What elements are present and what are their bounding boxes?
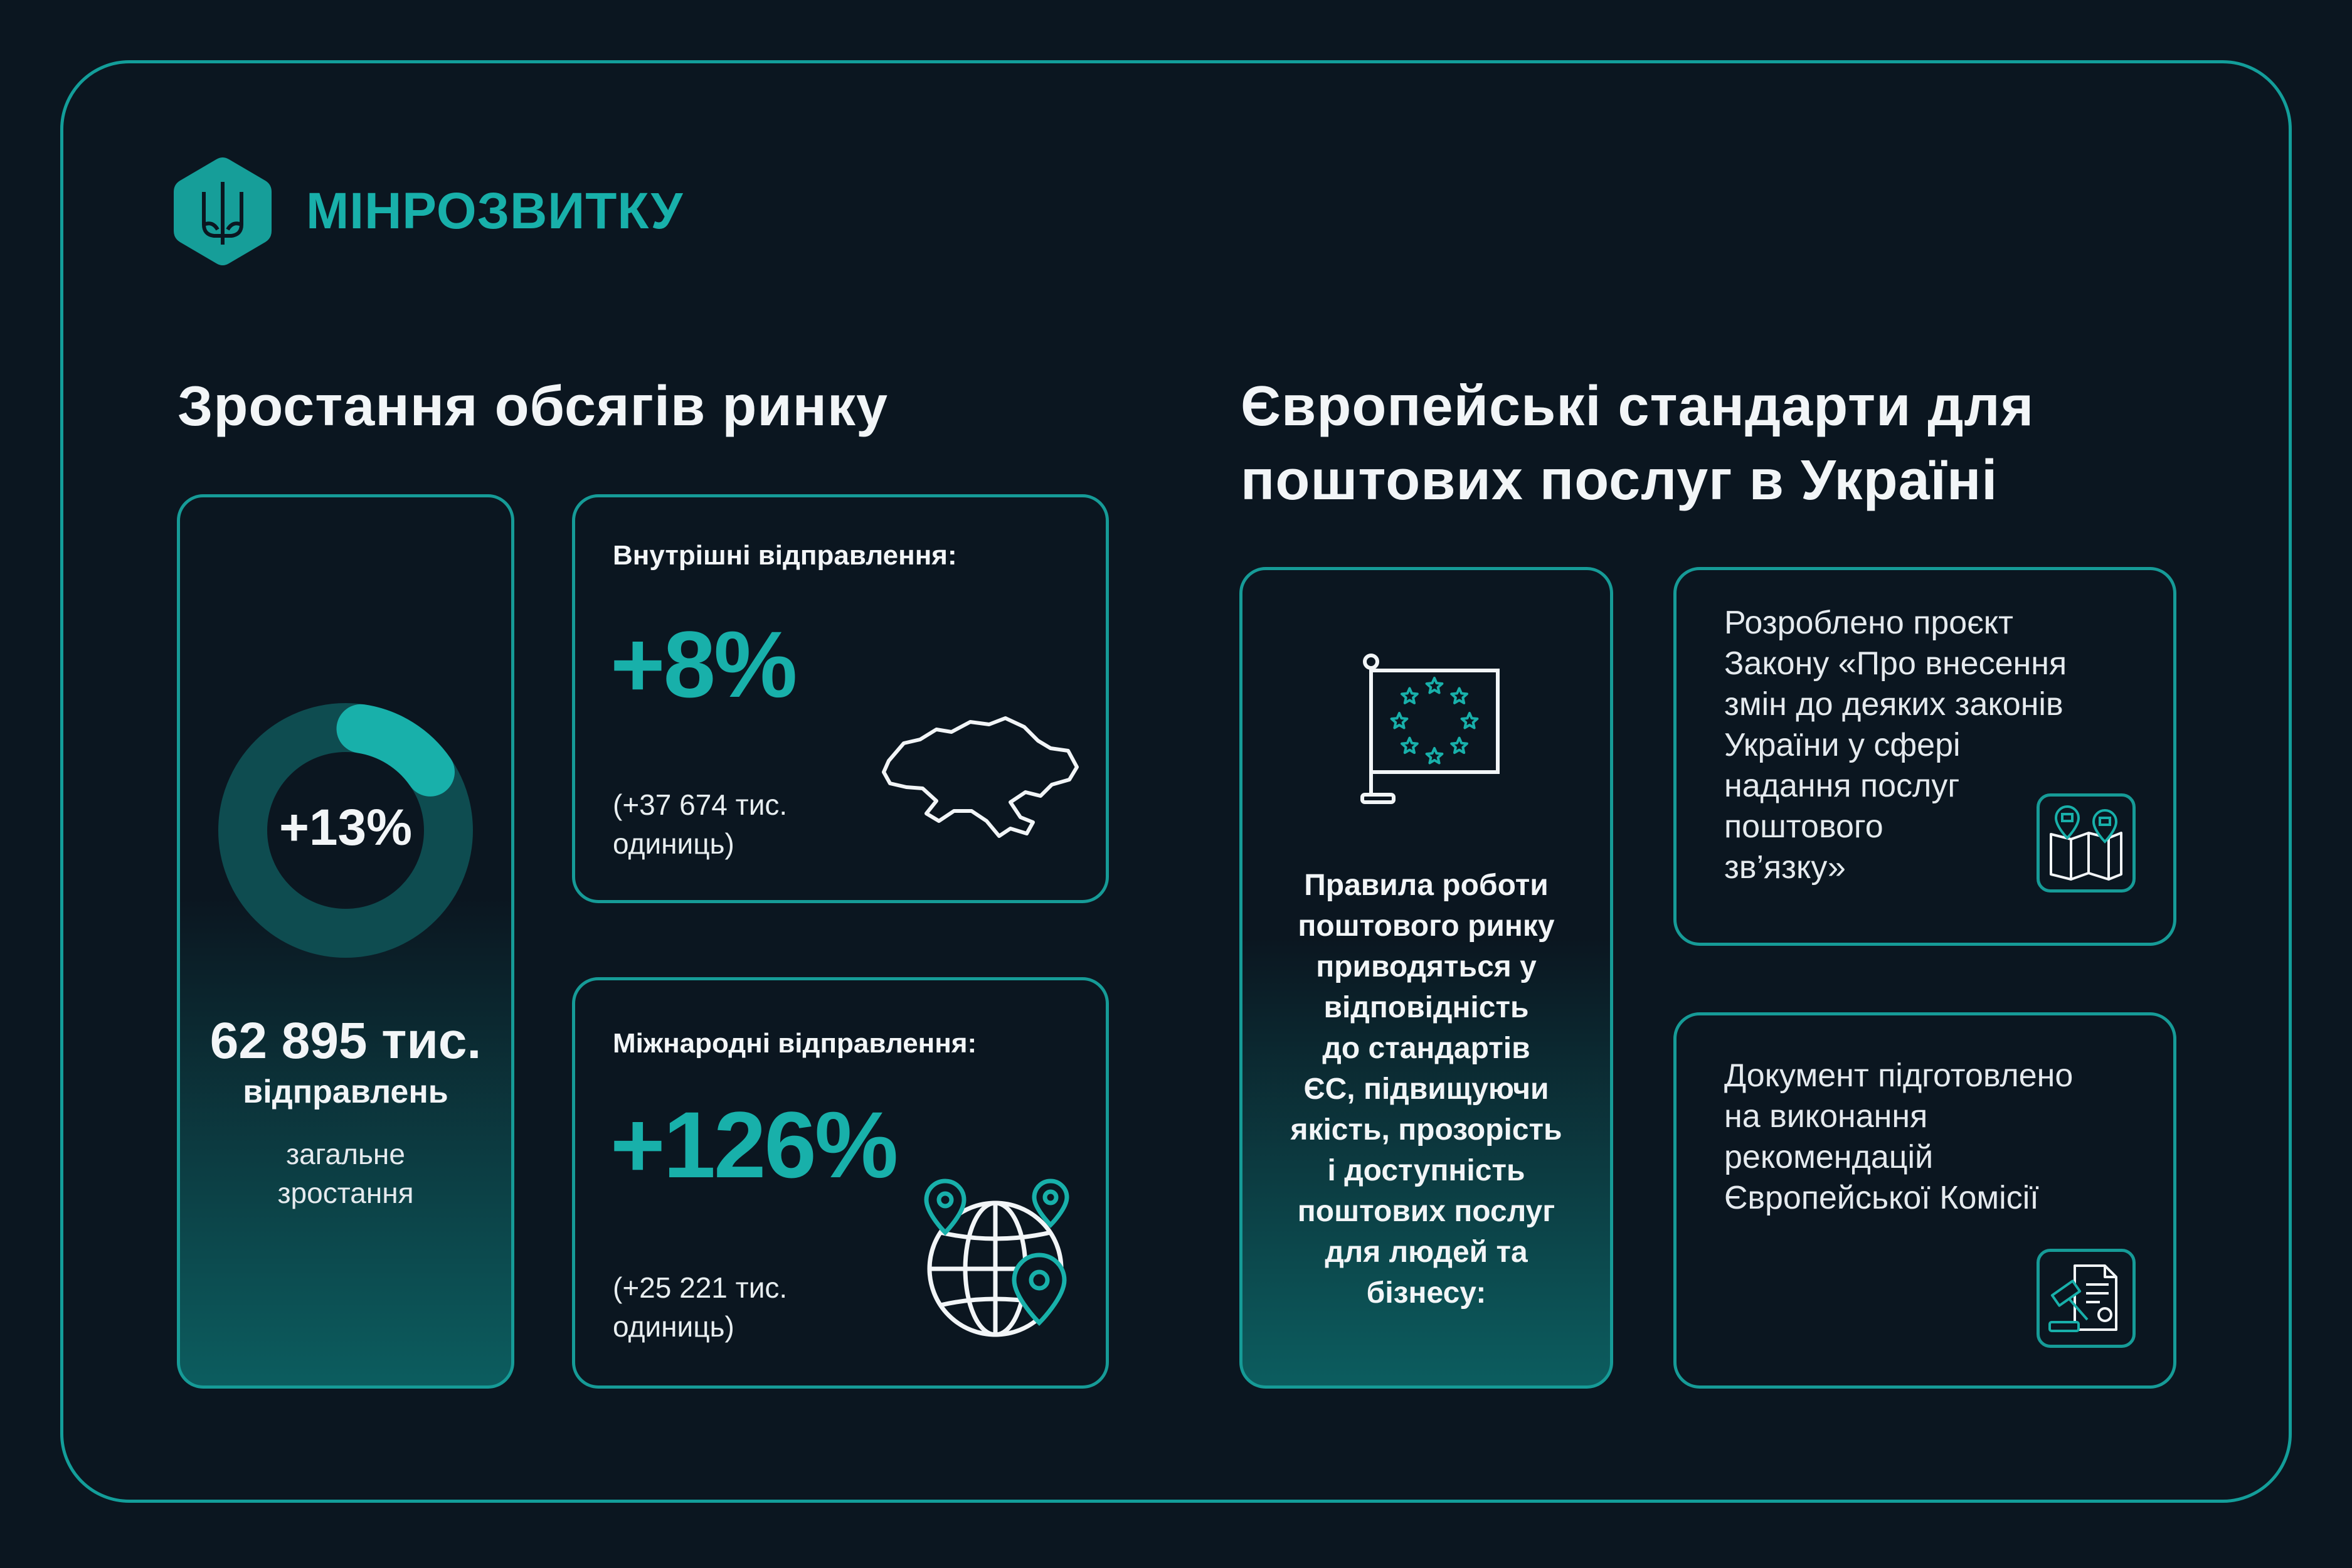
eu-star-5 bbox=[1425, 747, 1444, 765]
total-unit: відправлень bbox=[243, 1074, 448, 1110]
globe-pins-icon bbox=[924, 1179, 1069, 1337]
domestic-detail-line-2: одиниць) bbox=[613, 827, 734, 860]
international-percent: +126% bbox=[610, 1092, 898, 1197]
international-detail-line-1: (+25 221 тис. bbox=[613, 1271, 788, 1304]
eu-rules-line-7: якість, прозорість bbox=[1290, 1113, 1562, 1147]
eu-stars-group bbox=[1390, 677, 1479, 765]
draft-law-text: Розроблено проєкт Закону «Про внесення змі… bbox=[1724, 603, 2067, 888]
map-mail-icon-box bbox=[2037, 793, 2136, 893]
eu-star-7 bbox=[1390, 712, 1409, 729]
domestic-shipments-card: Внутрішні відправлення: +8% (+37 674 тис… bbox=[572, 494, 1109, 903]
infographic-frame bbox=[60, 60, 2292, 1503]
eu-star-4 bbox=[1450, 736, 1468, 755]
eu-rules-line-9: поштових послуг bbox=[1297, 1195, 1555, 1228]
eu-star-1 bbox=[1425, 677, 1444, 694]
international-shipments-card: Міжнародні відправлення: +126% (+25 221 … bbox=[572, 977, 1109, 1389]
ec-recommendations-line-3: рекомендацій bbox=[1724, 1139, 1934, 1175]
ring-percent-label: +13% bbox=[278, 799, 412, 856]
draft-law-line-3: змін до деяких законів bbox=[1724, 686, 2063, 723]
growth-ring-chart bbox=[218, 703, 473, 958]
eu-star-2 bbox=[1450, 687, 1468, 704]
draft-law-line-1: Розроблено проєкт bbox=[1724, 605, 2013, 641]
total-value: 62 895 тис. bbox=[209, 1012, 482, 1069]
eu-rules-line-3: приводяться у bbox=[1316, 950, 1537, 983]
ec-recommendations-line-1: Документ підготовлено bbox=[1724, 1057, 2074, 1094]
international-detail-line-2: одиниць) bbox=[613, 1310, 734, 1343]
total-caption-line-2: зростання bbox=[277, 1177, 414, 1209]
draft-law-line-5: надання послуг bbox=[1724, 768, 1960, 804]
ec-recommendations-line-4: Європейської Комісії bbox=[1724, 1180, 2039, 1216]
eu-rules-line-8: і доступність bbox=[1327, 1154, 1525, 1187]
eu-star-6 bbox=[1401, 736, 1419, 755]
ec-recommendations-line-2: на виконання bbox=[1724, 1098, 1928, 1135]
ec-recommendations-text: Документ підготовлено на виконання рекомен… bbox=[1724, 1056, 2073, 1219]
eu-rules-text: Правила роботи поштового ринку приводяться… bbox=[1242, 865, 1610, 1313]
eu-star-3 bbox=[1460, 712, 1479, 729]
total-growth-card: +13% 62 895 тис. відправлень загальне зр… bbox=[177, 494, 514, 1389]
eu-rules-line-2: поштового ринку bbox=[1298, 909, 1555, 943]
eu-star-8 bbox=[1401, 687, 1419, 704]
eu-rules-line-6: ЄС, підвищуючи bbox=[1303, 1073, 1549, 1106]
domestic-title: Внутрішні відправлення: bbox=[613, 540, 957, 571]
eu-flag-icon bbox=[1360, 654, 1500, 804]
gavel-document-icon-box bbox=[2037, 1249, 2136, 1348]
international-title: Міжнародні відправлення: bbox=[613, 1028, 977, 1059]
map-mail-icon bbox=[2050, 805, 2122, 881]
market-heading: Зростання обсягів ринку bbox=[177, 375, 889, 438]
ec-recommendations-card: Документ підготовлено на виконання рекомен… bbox=[1673, 1012, 2176, 1389]
draft-law-line-4: України у сфері bbox=[1724, 727, 1961, 763]
eu-rules-line-1: Правила роботи bbox=[1304, 869, 1549, 902]
draft-law-line-2: Закону «Про внесення bbox=[1724, 645, 2067, 682]
domestic-percent: +8% bbox=[610, 612, 797, 717]
gavel-document-icon bbox=[2048, 1264, 2117, 1332]
eu-rules-card: Правила роботи поштового ринку приводяться… bbox=[1239, 567, 1613, 1389]
eu-heading-line-2: поштових послуг в Україні bbox=[1241, 449, 1998, 512]
domestic-detail-line-1: (+37 674 тис. bbox=[613, 788, 788, 821]
draft-law-line-7: зв’язку» bbox=[1724, 849, 1846, 886]
draft-law-line-6: поштового bbox=[1724, 808, 1883, 845]
eu-heading-line-1: Європейські стандарти для bbox=[1241, 375, 2035, 438]
ring-fill-arc bbox=[336, 704, 455, 797]
draft-law-card: Розроблено проєкт Закону «Про внесення змі… bbox=[1673, 567, 2176, 946]
eu-rules-line-11: бізнесу: bbox=[1366, 1276, 1486, 1310]
eu-rules-line-4: відповідність bbox=[1323, 991, 1529, 1024]
eu-rules-line-5: до стандартів bbox=[1322, 1032, 1530, 1065]
eu-rules-line-10: для людей та bbox=[1325, 1236, 1528, 1269]
brand-name: МІНРОЗВИТКУ bbox=[306, 183, 684, 240]
ukraine-map-icon bbox=[882, 716, 1079, 838]
total-caption-line-1: загальне bbox=[286, 1138, 405, 1170]
tryzub-hexagon-icon bbox=[174, 157, 272, 265]
